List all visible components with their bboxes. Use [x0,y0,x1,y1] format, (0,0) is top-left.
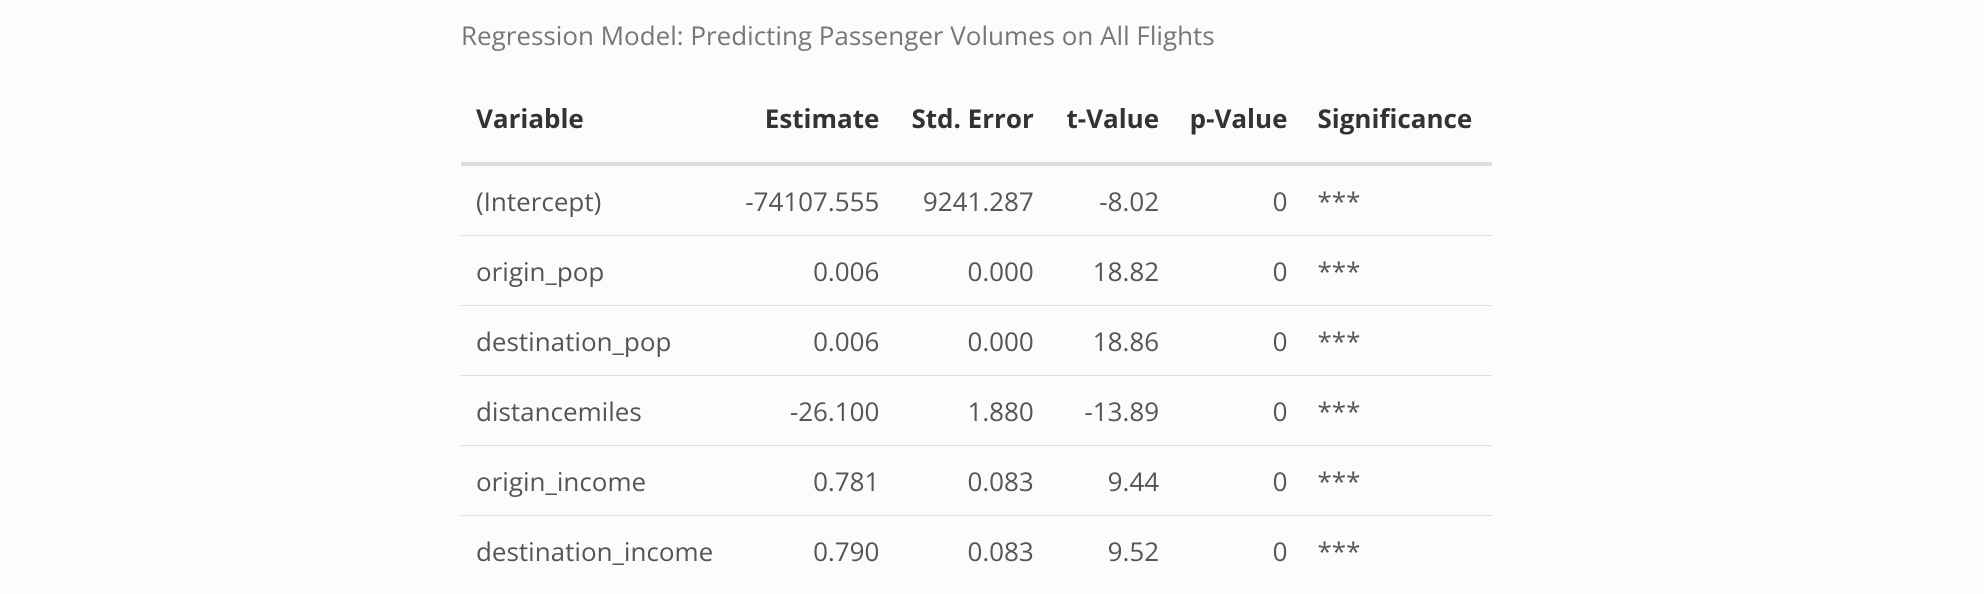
cell-t-value: 9.52 [1107,532,1160,569]
cell-variable: distancemiles [461,375,729,446]
header-t-value: t-Value [1048,86,1175,166]
table-header: Variable Estimate Std. Error t-Value p-V… [461,86,1492,166]
table-body: (Intercept) -74107.555 9241.287 -8.02 0 … [461,164,1492,585]
table-row: origin_income 0.781 0.083 9.44 0 *** [461,445,1492,516]
cell-t-value: 9.44 [1048,445,1175,516]
cell-significance: *** [1302,375,1492,446]
cell-std-error: 1.880 [894,375,1049,446]
table-row: distancemiles -26.100 1.880 -13.89 0 *** [461,375,1492,446]
cell-t-value: -13.89 [1048,375,1175,446]
cell-estimate: 0.006 [728,235,895,306]
cell-t-value: 18.82 [1048,235,1175,306]
header-std-error: Std. Error [894,86,1049,166]
cell-estimate: 0.790 [813,532,880,569]
cell-std-error: 0.083 [894,445,1049,516]
header-variable: Variable [461,86,729,166]
cell-p-value: 0 [1174,305,1303,376]
cell-p-value: 0 [1272,532,1288,569]
cell-std-error: 0.083 [967,532,1034,569]
header-p-value: p-Value [1174,86,1303,166]
cell-variable: destination_income [476,532,714,569]
header-estimate: Estimate [728,86,895,166]
cell-p-value: 0 [1174,164,1303,236]
table-caption: Regression Model: Predicting Passenger V… [461,17,1215,53]
cell-estimate: -74107.555 [728,164,895,236]
cell-significance: *** [1302,235,1492,306]
cell-significance: *** [1302,305,1492,376]
table-row: destination_pop 0.006 0.000 18.86 0 *** [461,305,1492,376]
cell-significance: *** [1302,445,1492,516]
cell-variable: destination_pop [461,305,729,376]
cell-variable: (Intercept) [461,164,729,236]
cell-estimate: 0.781 [728,445,895,516]
cell-p-value: 0 [1174,235,1303,306]
table-row: destination_income 0.790 0.083 9.52 0 **… [461,516,1492,586]
header-row: Variable Estimate Std. Error t-Value p-V… [461,86,1492,166]
regression-table-container: Regression Model: Predicting Passenger V… [461,16,1492,585]
cell-significance: *** [1317,532,1361,569]
cell-estimate: 0.006 [728,305,895,376]
cell-significance: *** [1302,164,1492,236]
cell-estimate: -26.100 [728,375,895,446]
cell-p-value: 0 [1174,375,1303,446]
cell-variable: origin_income [461,445,729,516]
table-row: origin_pop 0.006 0.000 18.82 0 *** [461,235,1492,306]
cell-std-error: 9241.287 [894,164,1049,236]
header-significance: Significance [1302,86,1492,166]
cell-std-error: 0.000 [894,305,1049,376]
cell-p-value: 0 [1174,445,1303,516]
regression-table: Variable Estimate Std. Error t-Value p-V… [461,86,1492,585]
cell-t-value: 18.86 [1048,305,1175,376]
cell-std-error: 0.000 [894,235,1049,306]
table-row: (Intercept) -74107.555 9241.287 -8.02 0 … [461,164,1492,236]
cell-variable: origin_pop [461,235,729,306]
cell-t-value: -8.02 [1048,164,1175,236]
